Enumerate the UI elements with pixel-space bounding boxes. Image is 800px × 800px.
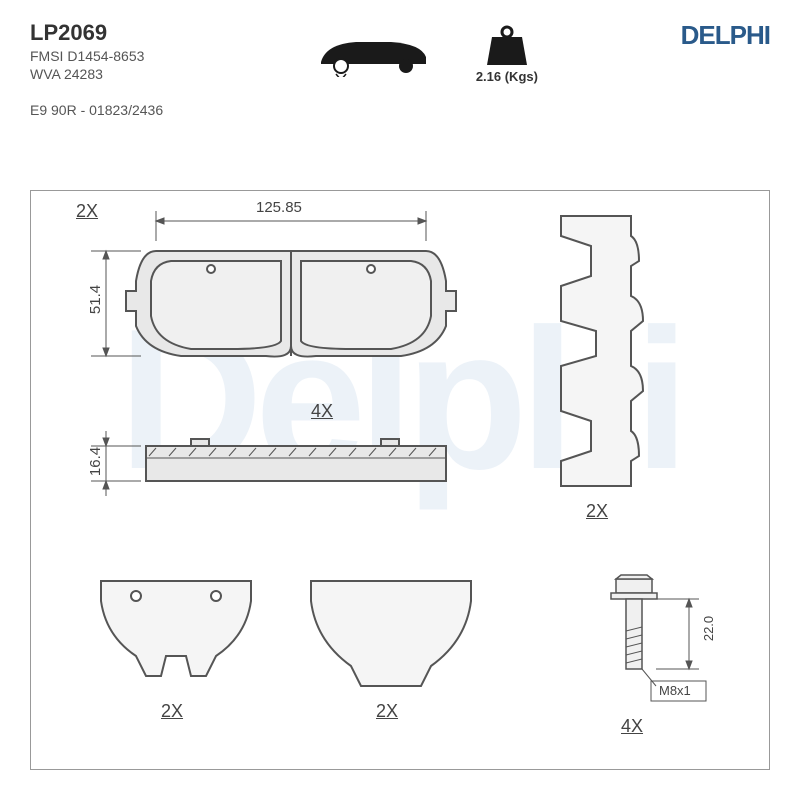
car-icon	[306, 32, 436, 77]
approval-code: E9 90R - 01823/2436	[30, 102, 163, 118]
header-left: LP2069 FMSI D1454-8653 WVA 24283 E9 90R …	[30, 20, 163, 118]
qty-bolt: 4X	[621, 716, 643, 737]
dim-bolt-length: 22.0	[701, 616, 716, 641]
qty-pad-front: 2X	[76, 201, 98, 222]
part-number: LP2069	[30, 20, 163, 46]
qty-pad-mid: 4X	[311, 401, 333, 422]
weight-label: 2.16 (Kgs)	[476, 69, 538, 84]
header-region: LP2069 FMSI D1454-8653 WVA 24283 E9 90R …	[0, 0, 800, 128]
dim-bolt-thread: M8x1	[659, 683, 691, 698]
qty-pad-side: 2X	[586, 501, 608, 522]
dim-height: 51.4	[87, 285, 104, 314]
qty-shim-right: 2X	[376, 701, 398, 722]
fmsi-code: FMSI D1454-8653	[30, 48, 163, 64]
qty-shim-left: 2X	[161, 701, 183, 722]
dim-width: 125.85	[256, 199, 302, 216]
diagram-frame: 125.85 51.4 16.4 22.0 M8x1 2X 4X 2X 2X 2…	[30, 190, 770, 770]
wva-code: WVA 24283	[30, 66, 163, 82]
dim-thickness: 16.4	[87, 447, 104, 476]
brand-logo: DELPHI	[681, 20, 770, 51]
header-center: 2.16 (Kgs)	[306, 25, 538, 84]
weight-icon	[482, 25, 532, 67]
weight-block: 2.16 (Kgs)	[476, 25, 538, 84]
